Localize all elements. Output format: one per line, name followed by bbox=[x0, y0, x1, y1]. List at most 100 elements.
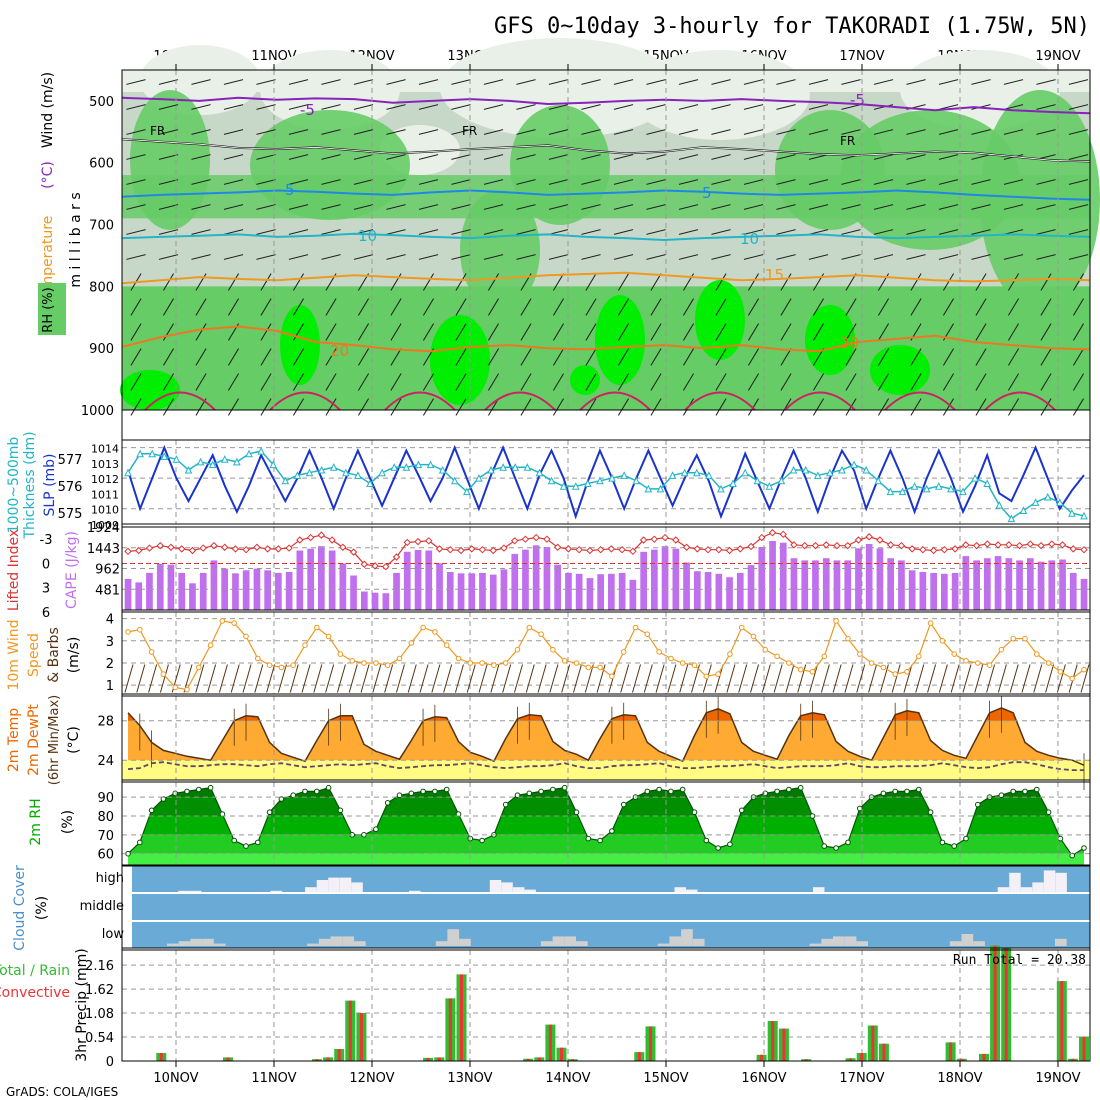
wind-barb bbox=[650, 273, 662, 291]
wind-barb bbox=[971, 154, 991, 160]
li-point bbox=[156, 541, 164, 550]
wind-barb bbox=[321, 229, 341, 235]
wind-barb bbox=[747, 298, 760, 316]
axis-label-precip: 3hr Precip (mm) bbox=[74, 948, 90, 1061]
li-point bbox=[639, 536, 648, 544]
wind-barb bbox=[655, 664, 665, 693]
cape-bar bbox=[1005, 558, 1013, 610]
rh-point bbox=[196, 786, 202, 793]
contour-label: 20 bbox=[840, 334, 859, 352]
li-point bbox=[994, 541, 1002, 549]
li-point bbox=[661, 533, 669, 542]
precip-bar-convective bbox=[649, 1026, 652, 1061]
rh-point bbox=[727, 841, 733, 848]
wind-barb bbox=[516, 254, 536, 260]
rh-point bbox=[927, 809, 934, 816]
cape-bar bbox=[146, 572, 153, 610]
wind-barb bbox=[223, 179, 244, 185]
wind-barb bbox=[726, 664, 736, 693]
temp-tick: 24 bbox=[97, 754, 114, 769]
isotherm-25 bbox=[784, 391, 856, 411]
wind-barb bbox=[516, 104, 536, 110]
cape-bar bbox=[941, 573, 948, 610]
wind-barb bbox=[455, 348, 467, 366]
wind-barb bbox=[548, 204, 569, 210]
thickness-point bbox=[438, 465, 447, 474]
wind-barb bbox=[454, 664, 464, 693]
wind-barb bbox=[1068, 179, 1089, 185]
li-tick: -3 bbox=[40, 533, 53, 548]
wind-barb bbox=[780, 298, 792, 316]
wind-point bbox=[514, 646, 521, 653]
wind-barb bbox=[1036, 229, 1056, 235]
panel-frame bbox=[121, 439, 1091, 525]
rh-point bbox=[479, 837, 485, 844]
cape-bar bbox=[715, 573, 723, 610]
rh-dry-patch bbox=[630, 50, 810, 140]
cape-bar bbox=[135, 582, 143, 610]
wind-barb bbox=[256, 254, 276, 260]
wind-barb bbox=[256, 204, 276, 210]
cloud-bar-low bbox=[213, 943, 226, 946]
thickness-point bbox=[1019, 506, 1028, 514]
rh-point bbox=[207, 784, 214, 791]
axis-label-cloud-unit: (%) bbox=[34, 896, 50, 920]
wind-barb bbox=[418, 229, 439, 235]
li-point bbox=[414, 537, 422, 546]
wind-barb bbox=[386, 154, 406, 160]
li-point bbox=[747, 542, 755, 551]
thickness-point bbox=[1007, 514, 1016, 523]
precip-tick: 2.16 bbox=[85, 959, 114, 974]
wind-barb bbox=[808, 129, 829, 135]
legend-rh: RH (%) bbox=[41, 287, 56, 332]
wind-barb bbox=[1003, 79, 1024, 85]
wind-point bbox=[314, 624, 320, 631]
wind-barb bbox=[613, 104, 634, 110]
cape-bar bbox=[382, 593, 390, 610]
li-point bbox=[629, 547, 637, 556]
wind-barb bbox=[1007, 348, 1020, 366]
wind-barb bbox=[223, 254, 244, 260]
thickness-point bbox=[293, 471, 302, 479]
wind-barb bbox=[254, 664, 264, 693]
thickness-point bbox=[1068, 509, 1076, 517]
cape-bar bbox=[543, 547, 551, 610]
li-point bbox=[682, 543, 691, 551]
wind-barb bbox=[643, 664, 653, 693]
wind-barb bbox=[667, 664, 677, 693]
wind-point bbox=[880, 664, 887, 671]
wind-barb bbox=[613, 129, 634, 135]
cloud-bg bbox=[132, 866, 1090, 948]
precip-bar-convective bbox=[1004, 947, 1008, 1061]
thickness-point bbox=[511, 463, 520, 471]
wind-barb bbox=[191, 104, 211, 110]
rh-point bbox=[148, 807, 155, 814]
li-point bbox=[564, 545, 573, 553]
contour-label: 20 bbox=[330, 342, 349, 360]
chart-title: GFS 0~10day 3-hourly for TAKORADI (1.75W… bbox=[494, 14, 1090, 39]
wind-barb bbox=[1072, 298, 1085, 316]
wind-point bbox=[668, 655, 674, 662]
wind-barb bbox=[260, 398, 272, 416]
wind-barb bbox=[617, 273, 630, 291]
wind-barb bbox=[487, 348, 500, 366]
wind-barb bbox=[260, 348, 272, 366]
rh-point bbox=[715, 845, 721, 851]
rh-point bbox=[774, 788, 780, 795]
contour-label: -5 bbox=[300, 101, 315, 119]
wind-barb bbox=[845, 348, 857, 366]
wind-barb bbox=[357, 398, 370, 416]
wind-barb bbox=[747, 373, 760, 391]
wind-barb bbox=[1056, 664, 1066, 693]
wind-barb bbox=[868, 664, 878, 693]
wind-barb bbox=[353, 254, 374, 260]
li-point bbox=[715, 545, 723, 554]
wind-barb bbox=[750, 664, 760, 693]
wind-barb bbox=[301, 664, 311, 693]
cloud-bar-low bbox=[973, 941, 985, 946]
wind-barb bbox=[325, 398, 337, 416]
rh-point bbox=[1057, 835, 1064, 842]
thickness-tick: 575 bbox=[58, 507, 83, 522]
wind-barb bbox=[148, 664, 158, 693]
rh-point bbox=[373, 826, 379, 833]
